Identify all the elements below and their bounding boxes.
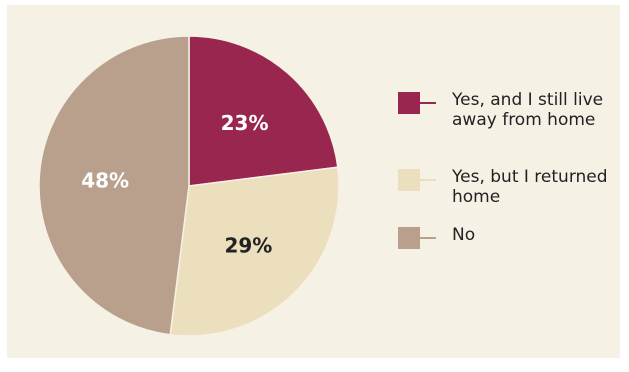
- legend-item-no: No: [398, 225, 618, 255]
- legend-connector: [420, 237, 436, 239]
- legend-label: Yes, but I returned home: [452, 167, 608, 207]
- legend-item-yes-still-away: Yes, and I still live away from home: [398, 90, 618, 167]
- legend-connector: [420, 179, 436, 181]
- legend-label: Yes, and I still live away from home: [452, 90, 604, 130]
- slice-value-label: 48%: [81, 169, 129, 193]
- legend-connector: [420, 102, 436, 104]
- legend-item-yes-returned-home: Yes, but I returned home: [398, 167, 618, 225]
- legend: Yes, and I still live away from home Yes…: [398, 90, 618, 255]
- pie-slice: [38, 35, 190, 336]
- legend-swatch: [398, 92, 420, 114]
- pie-chart: 23% 29% 48%: [38, 35, 340, 337]
- pie-slice: [169, 166, 340, 337]
- slice-value-label: 23%: [221, 111, 269, 135]
- legend-swatch: [398, 227, 420, 249]
- pie-slice: [188, 35, 339, 187]
- slice-value-label: 29%: [224, 233, 272, 257]
- chart-panel: 23% 29% 48% Yes, and I still live away fro…: [7, 5, 620, 358]
- legend-label: No: [452, 225, 476, 245]
- legend-swatch: [398, 169, 420, 191]
